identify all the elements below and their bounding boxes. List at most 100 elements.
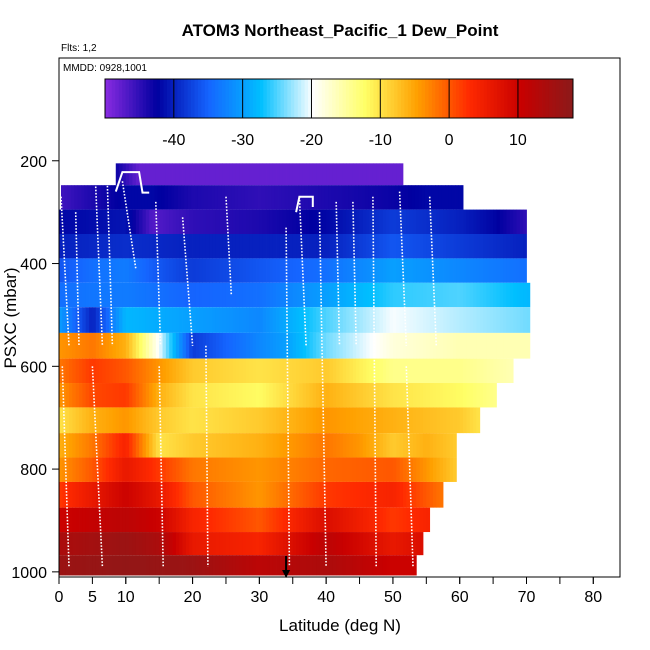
heatmap-cell [399,457,404,482]
heatmap-cell [406,532,411,556]
heatmap-cell [209,358,214,384]
heatmap-cell [302,258,307,283]
heatmap-cell [79,282,83,308]
heatmap-cell [352,163,357,186]
heatmap-cell [95,532,100,556]
heatmap-cell [326,358,330,384]
heatmap-cell [406,481,411,508]
heatmap-cell [239,457,244,482]
heatmap-cell [182,258,187,283]
heatmap-cell [169,332,173,359]
colorbar-tick-label: -20 [300,132,323,149]
heatmap-cell [105,507,110,533]
heatmap-cell [92,433,97,458]
heatmap-cell [296,163,300,186]
heatmap-cell [72,532,77,556]
heatmap-cell [215,332,220,359]
heatmap-cell [125,383,130,408]
colorbar-swatch [153,79,158,118]
heatmap-cell [416,383,421,408]
heatmap-cell [202,234,207,259]
heatmap-cell [366,258,370,283]
heatmap-cell [266,307,270,333]
heatmap-cell [399,383,404,408]
heatmap-cell [306,481,310,508]
heatmap-cell [376,258,380,283]
heatmap-cell [155,433,160,458]
heatmap-cell [339,282,344,308]
heatmap-cell [282,234,287,259]
heatmap-cell [443,433,447,458]
heatmap-cell [299,332,304,359]
colorbar-swatch [352,79,357,118]
heatmap-cell [89,209,93,234]
heatmap-cell [72,258,77,283]
flight-track [295,195,314,213]
heatmap-cell [339,307,344,333]
heatmap-cell [352,383,357,408]
heatmap-cell [346,332,350,359]
heatmap-cell [229,555,234,576]
heatmap-cell [356,433,360,458]
heatmap-cell [82,433,87,458]
heatmap-cell [426,282,431,308]
heatmap-cell [209,209,214,234]
flight-profile [158,366,164,567]
heatmap-cell [426,209,431,234]
heatmap-cell [262,481,267,508]
heatmap-cell [449,258,454,283]
x-tick-label: 70 [518,589,536,606]
heatmap-cell [286,234,290,259]
heatmap-cell [422,332,427,359]
heatmap-cell [351,185,356,210]
heatmap-cell [396,555,401,576]
heatmap-cell [149,433,153,458]
heatmap-cell [483,358,487,384]
heatmap-cell [205,383,210,408]
heatmap-cell [74,185,79,210]
heatmap-cell [135,507,140,533]
heatmap-cell [77,185,82,210]
heatmap-cell [269,532,274,556]
heatmap-cell [92,507,97,533]
heatmap-cell [65,234,70,259]
heatmap-cell [82,507,87,533]
heatmap-cell [182,457,187,482]
heatmap-cell [256,481,260,508]
colorbar-swatch [218,79,223,118]
colorbar-swatch [342,79,347,118]
heatmap-cell [503,358,507,384]
heatmap-cell [349,407,354,434]
heatmap-cell [192,258,197,283]
heatmap-cell [119,507,123,533]
heatmap-cell [389,209,394,234]
heatmap-cell [185,234,190,259]
heatmap-cell [322,234,327,259]
heatmap-cell [246,507,250,533]
heatmap-cell [419,307,424,333]
heatmap-cell [366,407,370,434]
heatmap-cell [82,457,87,482]
heatmap-cell [195,532,200,556]
heatmap-cell [246,332,250,359]
heatmap-cell [319,282,324,308]
colorbar-swatch [335,79,340,118]
heatmap-cell [386,555,390,576]
heatmap-cell [446,332,451,359]
heatmap-cell [362,234,367,259]
heatmap-cell [381,185,386,210]
heatmap-cell [269,358,274,384]
heatmap-cell [244,185,249,210]
heatmap-cell [239,532,244,556]
heatmap-cell [229,332,234,359]
heatmap-cell [192,481,197,508]
heatmap-cell [526,282,531,308]
heatmap-row [59,282,531,308]
heatmap-cell [139,555,143,576]
x-tick-label: 20 [184,589,202,606]
heatmap-cell [469,234,474,259]
heatmap-cell [299,457,304,482]
heatmap-cell [469,332,474,359]
heatmap-cell [249,234,254,259]
heatmap-cell [312,532,317,556]
